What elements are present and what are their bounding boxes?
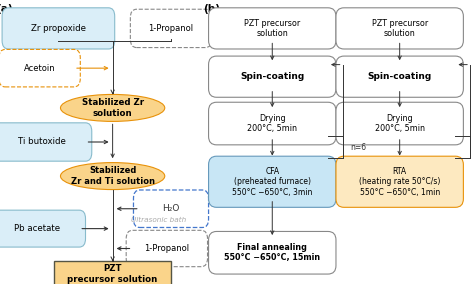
- Text: RTA
(heating rate 50°C/s)
550°C −650°C, 1min: RTA (heating rate 50°C/s) 550°C −650°C, …: [359, 167, 440, 197]
- Text: (a): (a): [0, 4, 12, 14]
- Text: Stabilized Zr
solution: Stabilized Zr solution: [82, 98, 144, 118]
- Text: 1-Propanol: 1-Propanol: [144, 244, 190, 253]
- FancyBboxPatch shape: [209, 102, 336, 145]
- FancyBboxPatch shape: [336, 8, 464, 49]
- Ellipse shape: [61, 94, 165, 122]
- Text: Ti butoxide: Ti butoxide: [18, 137, 66, 147]
- Text: PZT precursor
solution: PZT precursor solution: [372, 19, 428, 38]
- Ellipse shape: [61, 162, 165, 190]
- Text: Ultrasonic bath: Ultrasonic bath: [131, 217, 186, 223]
- Text: H₂O: H₂O: [162, 204, 180, 213]
- Text: Zr propoxide: Zr propoxide: [31, 24, 86, 33]
- Text: Spin-coating: Spin-coating: [240, 72, 304, 81]
- Text: Pb acetate: Pb acetate: [15, 224, 61, 233]
- Text: PZT precursor
solution: PZT precursor solution: [244, 19, 301, 38]
- Text: Acetoin: Acetoin: [24, 64, 55, 73]
- Text: Drying
200°C, 5min: Drying 200°C, 5min: [374, 114, 425, 133]
- FancyBboxPatch shape: [336, 56, 464, 97]
- FancyBboxPatch shape: [209, 231, 336, 274]
- FancyBboxPatch shape: [0, 210, 85, 247]
- FancyBboxPatch shape: [130, 9, 212, 47]
- FancyBboxPatch shape: [2, 8, 115, 49]
- FancyBboxPatch shape: [209, 8, 336, 49]
- FancyBboxPatch shape: [209, 156, 336, 207]
- Text: Final annealing
550°C −650°C, 15min: Final annealing 550°C −650°C, 15min: [224, 243, 320, 262]
- Text: PZT
precursor solution: PZT precursor solution: [67, 264, 158, 284]
- Text: n=6: n=6: [351, 143, 367, 152]
- FancyBboxPatch shape: [209, 56, 336, 97]
- FancyBboxPatch shape: [54, 261, 171, 284]
- Text: Stabilized
Zr and Ti solution: Stabilized Zr and Ti solution: [71, 166, 155, 186]
- FancyBboxPatch shape: [126, 230, 208, 267]
- FancyBboxPatch shape: [336, 102, 464, 145]
- Text: CFA
(preheated furnace)
550°C −650°C, 3min: CFA (preheated furnace) 550°C −650°C, 3m…: [232, 167, 312, 197]
- FancyBboxPatch shape: [336, 156, 464, 207]
- FancyBboxPatch shape: [0, 123, 92, 161]
- Text: Drying
200°C, 5min: Drying 200°C, 5min: [247, 114, 297, 133]
- Text: Spin-coating: Spin-coating: [367, 72, 432, 81]
- Text: (b): (b): [203, 4, 220, 14]
- FancyBboxPatch shape: [0, 49, 80, 87]
- FancyBboxPatch shape: [134, 190, 209, 227]
- Text: 1-Propanol: 1-Propanol: [148, 24, 193, 33]
